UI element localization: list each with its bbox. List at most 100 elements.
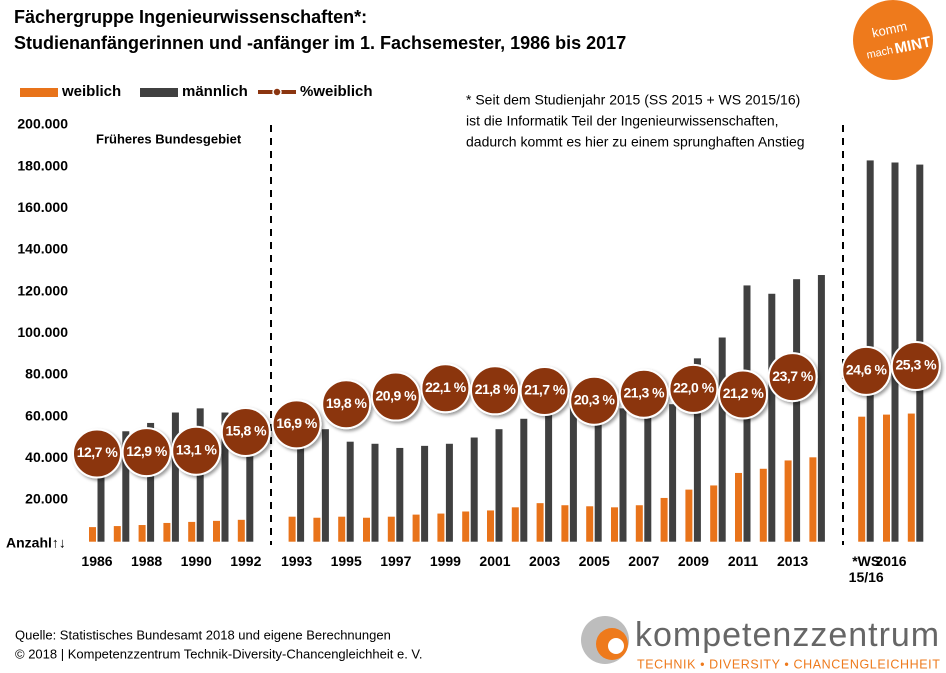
bar: [883, 414, 890, 542]
y-tick-label: 140.000: [17, 241, 68, 257]
bar: [619, 408, 627, 542]
bar: [784, 460, 792, 542]
percent-bubble: [220, 406, 271, 457]
data-label: 20,9 %: [376, 387, 418, 403]
footnote: * Seit dem Studienjahr 2015 (SS 2015 + W…: [466, 92, 800, 108]
bar: [817, 275, 825, 542]
data-label: 24,6 %: [846, 362, 888, 378]
bar: [113, 526, 121, 542]
data-label: 12,7 %: [77, 444, 119, 460]
bar: [421, 445, 429, 542]
data-label: 15,8 %: [226, 423, 268, 439]
y-tick-label: 20.000: [25, 491, 68, 507]
bar: [586, 506, 594, 542]
legend-label: weiblich: [61, 83, 121, 100]
x-tick-label: 2005: [578, 553, 610, 569]
bar: [363, 517, 370, 542]
logo-text: komm: [871, 18, 909, 40]
percent-bubble: [841, 345, 892, 396]
y-tick-label: 100.000: [17, 324, 68, 340]
data-label: 22,1 %: [425, 379, 467, 395]
bar: [759, 468, 767, 542]
y-tick-label: 120.000: [17, 282, 68, 298]
bar: [536, 503, 544, 542]
percent-bubble: [618, 368, 669, 419]
data-label: 21,2 %: [723, 385, 765, 401]
data-label: 23,7 %: [772, 368, 814, 384]
data-label: 20,3 %: [574, 391, 616, 407]
percent-bubble: [271, 399, 322, 450]
x-tick-label: 1999: [429, 553, 461, 569]
bar: [669, 404, 677, 542]
bar: [237, 519, 245, 542]
bar: [462, 511, 470, 542]
bar: [495, 429, 503, 542]
bar: [338, 516, 346, 542]
source: Quelle: Statistisches Bundesamt 2018 und…: [15, 627, 391, 642]
bar: [147, 422, 155, 542]
percent-bubble: [569, 375, 620, 426]
footnote: ist die Informatik Teil der Ingenieurwis…: [466, 113, 779, 129]
logo-name: kompetenzzentrum: [635, 616, 940, 654]
logo-shape: [608, 638, 624, 654]
y-tick-label: 60.000: [25, 407, 68, 423]
x-tick-label: 1986: [81, 553, 113, 569]
legend-label: männlich: [182, 83, 248, 100]
y-tick-label: 200.000: [17, 116, 68, 132]
data-label: 21,7 %: [524, 382, 566, 398]
footnote: dadurch kommt es hier zu einem sprunghaf…: [466, 134, 805, 150]
bar: [387, 516, 395, 542]
bar: [371, 443, 379, 542]
logo-mint: [853, 0, 933, 80]
legend-marker: [272, 87, 282, 97]
bar: [768, 293, 776, 542]
bar: [246, 427, 254, 542]
data-label: 21,3 %: [624, 384, 666, 400]
bar: [809, 457, 817, 542]
bar: [718, 337, 726, 542]
bar: [793, 279, 801, 542]
logo-tagline: TECHNIK • DIVERSITY • CHANCENGLEICHHEIT: [637, 657, 941, 671]
bar: [89, 527, 96, 542]
percent-bubble: [890, 340, 941, 391]
y-tick-label: 180.000: [17, 157, 68, 173]
percent-bubble: [470, 365, 520, 416]
bar: [594, 404, 602, 542]
bar: [561, 505, 569, 542]
x-tick-label: 1993: [281, 553, 313, 569]
bar: [297, 420, 305, 542]
bar: [569, 406, 577, 542]
bar: [511, 507, 519, 542]
percent-bubble: [420, 363, 471, 414]
percent-bubble: [718, 369, 768, 420]
logo-text: mach: [865, 44, 894, 61]
x-tick-label: 1995: [330, 553, 362, 569]
y-tick-label: 40.000: [25, 449, 68, 465]
y-tick-label: 160.000: [17, 199, 68, 215]
bar: [313, 517, 321, 542]
percent-bubble: [370, 371, 421, 422]
bar: [710, 485, 718, 542]
bar: [660, 497, 668, 542]
bar: [163, 522, 171, 542]
bar: [97, 447, 105, 542]
bar: [171, 412, 179, 542]
bar: [445, 443, 453, 542]
bar: [213, 520, 220, 542]
bar: [288, 516, 296, 542]
data-label: 22,0 %: [673, 380, 715, 396]
y-tick-label: 80.000: [25, 366, 68, 382]
bar: [138, 525, 146, 542]
bar: [520, 418, 528, 542]
x-tick-label: 2007: [628, 553, 660, 569]
bar: [545, 410, 553, 542]
bar: [346, 441, 354, 542]
bar: [611, 507, 618, 542]
chart-title: Fächergruppe Ingenieurwissenschaften*:: [14, 7, 367, 27]
bar: [122, 431, 130, 542]
data-label: 13,1 %: [176, 441, 218, 457]
bar: [470, 437, 478, 542]
bar: [188, 521, 196, 542]
bar: [396, 447, 404, 542]
